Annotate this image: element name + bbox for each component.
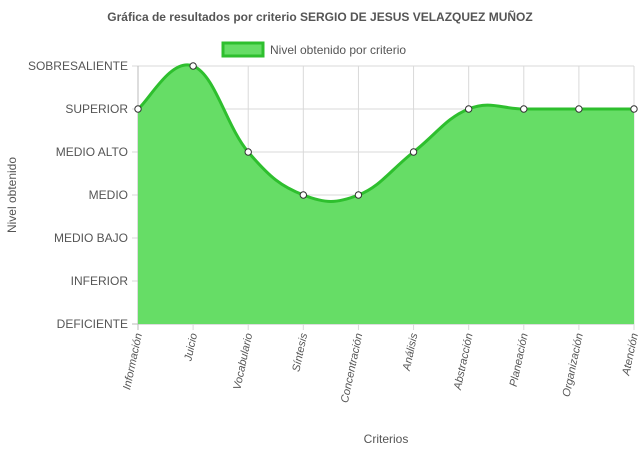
series-area xyxy=(138,64,634,324)
x-tick-label: Síntesis xyxy=(290,332,310,373)
y-tick-label: MEDIO ALTO xyxy=(56,145,128,159)
points xyxy=(134,62,638,199)
x-axis-title: Criterios xyxy=(364,432,409,446)
data-point[interactable] xyxy=(630,105,638,113)
y-tick-label: SOBRESALIENTE xyxy=(28,59,128,73)
data-point[interactable] xyxy=(189,62,197,70)
data-point[interactable] xyxy=(409,148,418,156)
x-tick-label: Información xyxy=(121,332,145,391)
x-tick-label: Abstracción xyxy=(452,332,476,392)
data-point[interactable] xyxy=(244,148,252,156)
y-axis-title: Nivel obtenido xyxy=(5,157,19,233)
x-tick-label: Planeación xyxy=(508,332,531,388)
y-tick-label: DEFICIENTE xyxy=(57,317,128,331)
legend-label: Nivel obtenido por criterio xyxy=(270,43,406,57)
y-tick-label: SUPERIOR xyxy=(65,102,128,116)
x-tick-label: Concentración xyxy=(339,332,365,404)
y-axis: DEFICIENTE INFERIOR MEDIO BAJO MEDIO MEDIO A… xyxy=(28,59,128,331)
data-point[interactable] xyxy=(299,191,308,199)
data-point[interactable] xyxy=(520,105,528,113)
x-tick-label: Organización xyxy=(561,332,586,398)
series-line xyxy=(136,63,634,203)
x-axis: Información Juicio Vocabulario Síntesis Conc… xyxy=(121,332,639,404)
x-tick-label: Vocabulario xyxy=(231,332,255,391)
area-layer xyxy=(136,63,634,324)
y-tick-label: INFERIOR xyxy=(71,274,129,288)
x-tick-label: Atención xyxy=(620,332,639,377)
data-point[interactable] xyxy=(464,105,473,113)
y-tick-label: MEDIO xyxy=(89,188,128,202)
x-tick-label: Juicio xyxy=(182,332,200,363)
y-tick-label: MEDIO BAJO xyxy=(54,231,128,245)
data-point[interactable] xyxy=(575,105,583,113)
x-tick-label: Análisis xyxy=(401,332,421,373)
data-point[interactable] xyxy=(134,105,142,113)
legend[interactable]: Nivel obtenido por criterio xyxy=(221,41,406,58)
chart-title: Gráfica de resultados por criterio SERGI… xyxy=(107,9,532,24)
data-point[interactable] xyxy=(354,191,363,199)
legend-swatch xyxy=(221,41,265,58)
